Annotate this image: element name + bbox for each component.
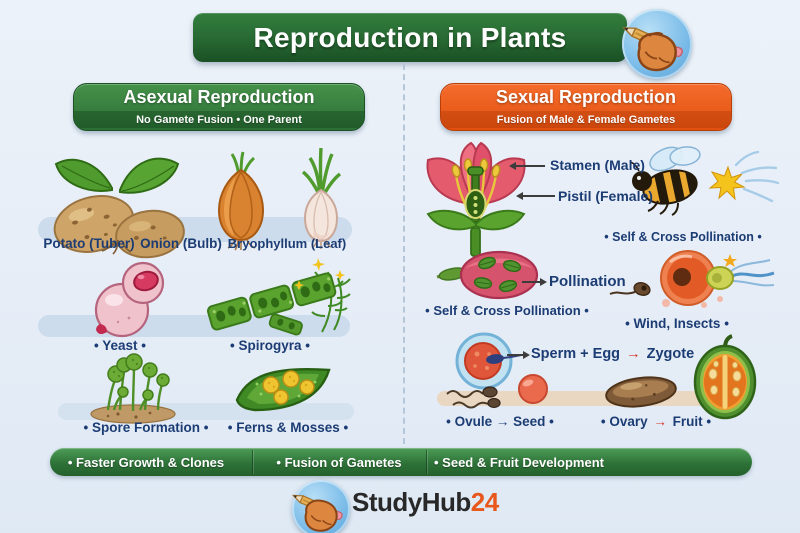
- pistil-pointer-arrow: [516, 192, 555, 200]
- pollination-pod-illustration: [436, 250, 539, 300]
- label-onion: Onion (Bulb): [140, 236, 222, 251]
- hand-writing-icon: [622, 9, 692, 79]
- stamen-pointer-arrow: [509, 162, 545, 170]
- ovum-sperm-illustration: [609, 250, 775, 308]
- page-title: Reproduction in Plants: [253, 21, 567, 53]
- onion-illustration: [217, 151, 265, 251]
- red-arrow-icon: →: [653, 414, 667, 429]
- yeast-illustration: [94, 261, 165, 338]
- ferns-mosses-illustration: [235, 368, 331, 412]
- label-spore-formation: • Spore Formation •: [83, 420, 209, 435]
- column-divider: [403, 64, 405, 444]
- zygote-pointer-arrow: [507, 351, 530, 359]
- summary-seed-fruit: • Seed & Fruit Development: [434, 454, 604, 470]
- bar-divider: [252, 450, 253, 474]
- bryophyllum-illustration: [301, 147, 342, 249]
- asexual-header: Asexual Reproduction No Gamete Fusion • …: [73, 83, 365, 131]
- spore-formation-illustration: [90, 353, 176, 424]
- summary-bar: • Faster Growth & Clones • Fusion of Gam…: [50, 448, 752, 476]
- sexual-title: Sexual Reproduction: [495, 87, 677, 107]
- label-ferns-mosses: • Ferns & Mosses •: [227, 420, 349, 435]
- fruit-cross-section-illustration: [693, 334, 757, 420]
- summary-gametes: • Fusion of Gametes: [276, 454, 402, 470]
- label-ovule-seed: • Ovule → Seed •: [446, 414, 554, 429]
- spirogyra-illustration: [207, 258, 351, 336]
- label-zygote: Zygote: [646, 346, 695, 362]
- label-wind-insects: • Wind, Insects •: [625, 316, 729, 331]
- title-banner: Reproduction in Plants: [193, 13, 627, 62]
- sexual-subtitle: Fusion of Male & Female Gametes: [441, 111, 731, 128]
- potato-illustration: [53, 157, 185, 259]
- brand-wordmark: StudyHub24: [352, 487, 499, 518]
- label-self-cross-pollination-top: • Self & Cross Pollination •: [604, 230, 762, 244]
- brand-logo-circle: [291, 480, 350, 533]
- seed-illustration: [605, 376, 677, 408]
- asexual-title: Asexual Reproduction: [123, 87, 315, 107]
- label-pistil: Pistil (Female): [558, 188, 653, 204]
- label-ovary: • Ovary: [600, 414, 648, 429]
- label-stamen: Stamen (Male): [550, 157, 645, 173]
- pollination-pointer-arrow: [522, 278, 547, 286]
- label-potato: Potato (Tuber): [43, 236, 135, 251]
- label-spirogyra: • Spirogyra •: [230, 338, 310, 353]
- asexual-subtitle: No Gamete Fusion • One Parent: [74, 111, 364, 128]
- hand-pencil-icon: [291, 494, 343, 532]
- bee-illustration: [629, 146, 780, 216]
- brand-accent: 24: [470, 487, 499, 517]
- sexual-header: Sexual Reproduction Fusion of Male & Fem…: [440, 83, 732, 131]
- label-fruit: Fruit •: [672, 414, 712, 429]
- label-ovary-fruit: • Ovary → Fruit •: [601, 414, 711, 429]
- label-bryophyllum: Bryophyllum (Leaf): [227, 236, 347, 251]
- label-pollination: Pollination: [549, 273, 626, 290]
- hand-pencil-icon: [622, 27, 683, 72]
- label-self-cross-pollination-mid: • Self & Cross Pollination •: [425, 303, 589, 318]
- red-arrow-icon: →: [626, 346, 641, 362]
- label-sperm-egg: Sperm + Egg: [531, 346, 621, 362]
- brand-name: StudyHub: [352, 487, 471, 517]
- zygote-cell-illustration: [455, 332, 522, 390]
- summary-asexual: • Faster Growth & Clones: [67, 454, 225, 470]
- label-yeast: • Yeast •: [94, 338, 146, 353]
- label-sperm-egg-zygote: Sperm + Egg → Zygote: [531, 346, 694, 362]
- sperm-ovule-illustration: [446, 374, 548, 409]
- bar-divider: [426, 450, 427, 474]
